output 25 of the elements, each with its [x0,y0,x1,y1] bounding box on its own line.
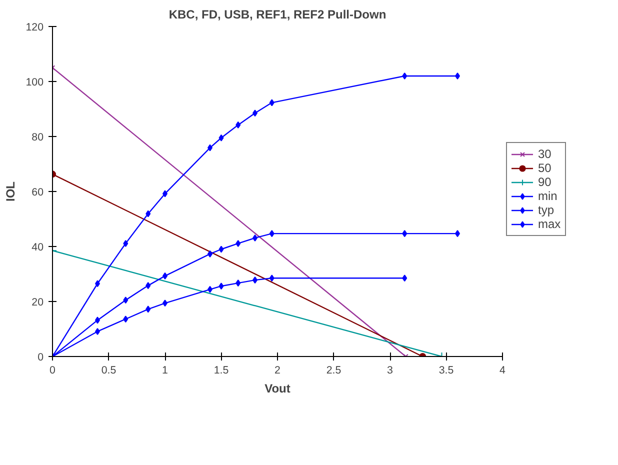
x-tick-label: 3 [387,364,394,376]
x-tick-label: 4 [500,364,506,376]
x-tick-label: 2 [274,364,281,376]
legend-label: 90 [538,175,552,189]
y-tick-label: 80 [32,132,44,144]
legend-label: 30 [538,147,552,161]
y-axis-title: IOL [4,182,18,202]
legend-label: min [538,189,558,203]
legend-label: 50 [538,161,552,175]
x-tick-label: 0.5 [101,364,116,376]
legend-label: max [538,217,561,231]
y-tick-label: 40 [32,242,44,254]
y-tick-label: 20 [32,296,44,308]
y-tick-label: 0 [38,352,44,364]
x-tick-label: 1.5 [214,364,229,376]
x-tick-label: 1 [162,364,168,376]
y-tick-label: 60 [32,186,44,198]
x-axis-title: Vout [264,382,290,396]
y-tick-label: 120 [26,22,44,34]
legend-label: typ [538,203,556,217]
y-tick-label: 100 [26,76,44,88]
x-tick-label: 3.5 [438,364,454,376]
x-tick-label: 0 [50,364,56,376]
x-tick-label: 2.5 [326,364,342,376]
chart-title: KBC, FD, USB, REF1, REF2 Pull-Down [168,8,386,22]
